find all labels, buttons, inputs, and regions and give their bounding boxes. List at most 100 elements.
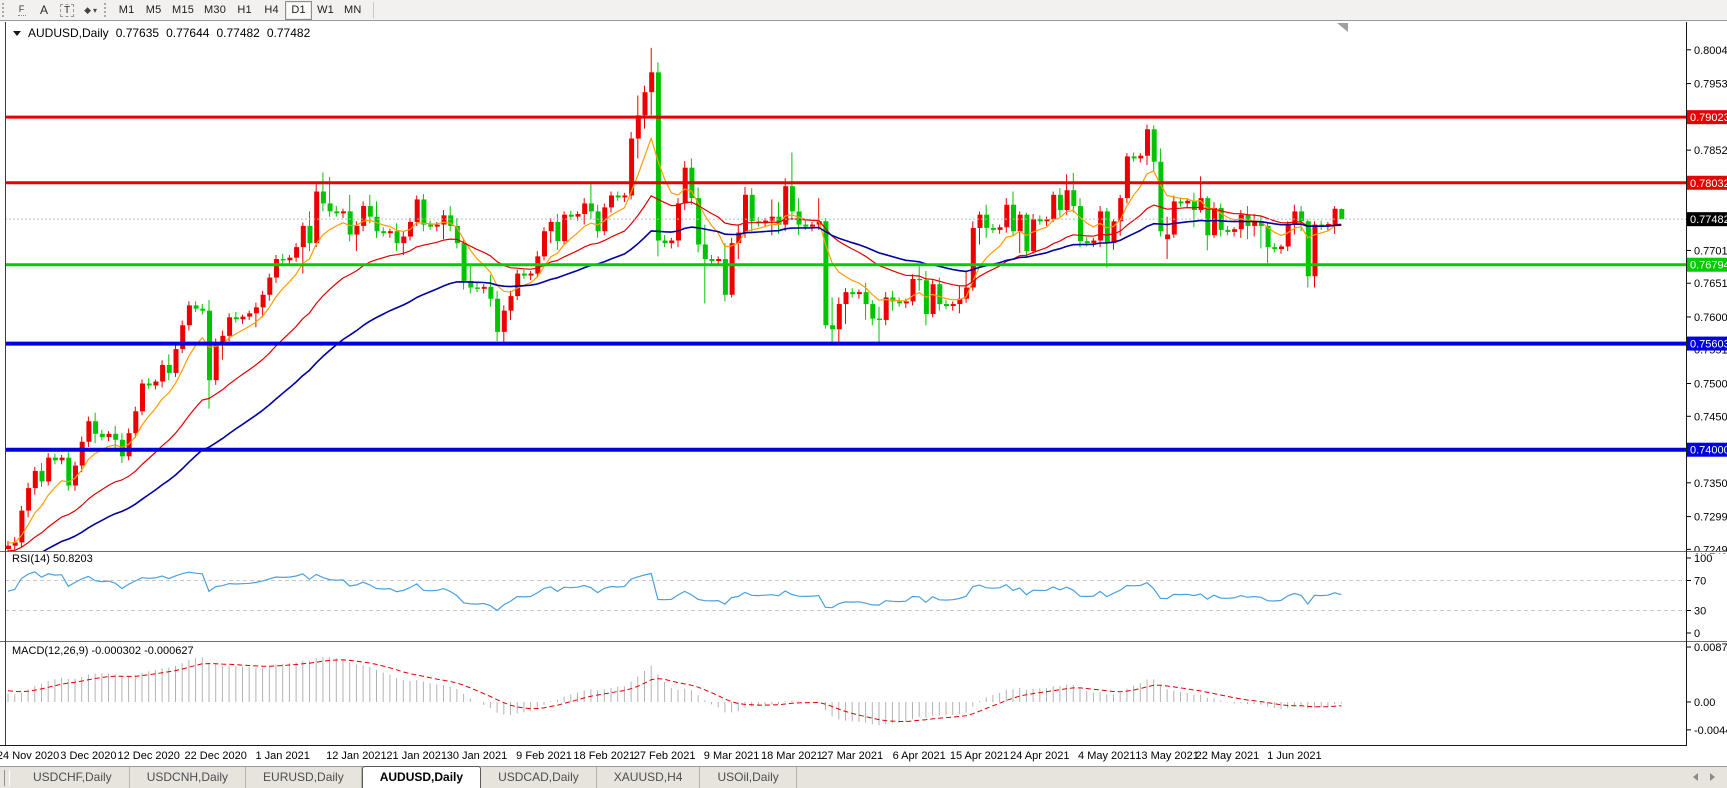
chart-menu-triangle-icon[interactable] [13,30,21,36]
rsi-indicator-label: RSI(14) 50.8203 [12,553,93,565]
svg-text:21 Jan 2021: 21 Jan 2021 [386,750,447,762]
macd-indicator-label: MACD(12,26,9) -0.000302 -0.000627 [12,645,194,657]
timeframe-h1-button[interactable]: H1 [237,4,252,16]
svg-text:0.008782: 0.008782 [1694,642,1727,654]
tab-usdchf-daily[interactable]: USDCHF,Daily [16,767,130,788]
timeframe-mn-button[interactable]: MN [344,4,362,16]
svg-text:0.77482: 0.77482 [1690,214,1727,226]
text-icon: A [39,3,48,17]
chart-symbol-period: AUDUSD,Daily [28,26,109,40]
svg-text:1 Jun 2021: 1 Jun 2021 [1267,750,1321,762]
svg-text:3 Dec 2020: 3 Dec 2020 [60,750,116,762]
timeframe-m5-button[interactable]: M5 [145,4,162,16]
tab-scroll-right-button[interactable] [1704,769,1721,785]
tab-usoil-daily[interactable]: USOil,Daily [700,767,797,788]
svg-text:4 May 2021: 4 May 2021 [1078,750,1135,762]
toolbar-grip [2,3,7,17]
svg-text:30: 30 [1694,606,1706,618]
svg-text:1 Jan 2021: 1 Jan 2021 [255,750,309,762]
candles-layer [6,47,1345,551]
toolbar-separator [372,2,374,18]
svg-text:0.76794: 0.76794 [1690,260,1727,272]
rsi-line [7,571,1342,612]
svg-text:9 Mar 2021: 9 Mar 2021 [704,750,760,762]
tab-audusd-daily[interactable]: AUDUSD,Daily [361,766,482,788]
tabbar-grip [4,770,10,786]
timeframe-m1-button[interactable]: M1 [118,4,135,16]
chevron-down-icon: ▾ [93,5,98,15]
chart-title: AUDUSD,Daily 0.77635 0.77644 0.77482 0.7… [13,26,317,40]
svg-text:0.78525: 0.78525 [1694,145,1727,157]
symbol-tab-bar: USDCHF,Daily USDCNH,Daily EURUSD,Daily A… [0,766,1727,788]
text-tool-button[interactable]: A [33,1,55,20]
svg-text:24 Apr 2021: 24 Apr 2021 [1010,750,1069,762]
svg-text:12 Jan 2021: 12 Jan 2021 [326,750,387,762]
right-arrow-icon [1710,773,1715,781]
svg-text:0.00: 0.00 [1694,697,1715,709]
svg-text:18 Feb 2021: 18 Feb 2021 [573,750,635,762]
svg-text:15 Apr 2021: 15 Apr 2021 [950,750,1009,762]
svg-text:30 Jan 2021: 30 Jan 2021 [447,750,508,762]
svg-text:0.75603: 0.75603 [1690,339,1727,351]
arrows-icon: ◆ [84,4,92,15]
tab-usdcnh-daily[interactable]: USDCNH,Daily [130,767,247,788]
fibonacci-tool-button[interactable]: F [11,1,33,20]
svg-text:0.72495: 0.72495 [1694,544,1727,556]
ohlc-high: 0.77644 [166,26,210,40]
svg-text:18 Mar 2021: 18 Mar 2021 [761,750,823,762]
svg-text:24 Nov 2020: 24 Nov 2020 [0,750,59,762]
tab-usdcad-daily[interactable]: USDCAD,Daily [481,767,597,788]
ma-fast-line [7,137,1342,544]
svg-text:0.74000: 0.74000 [1690,445,1727,457]
svg-text:70: 70 [1694,576,1706,588]
timeframe-h4-button[interactable]: H4 [264,4,279,16]
toolbar-grip [104,3,109,17]
ohlc-open: 0.77635 [115,26,160,40]
svg-text:27 Mar 2021: 27 Mar 2021 [821,750,883,762]
time-axis: 24 Nov 2020 3 Dec 2020 12 Dec 2020 22 Dec 2… [0,750,1322,762]
macd-pane [7,657,1342,726]
arrows-tool-button[interactable]: ◆ ▾ [79,1,102,20]
svg-text:22 Dec 2020: 22 Dec 2020 [185,750,247,762]
text-label-tool-button[interactable]: T [55,1,79,20]
svg-text:9 Feb 2021: 9 Feb 2021 [516,750,572,762]
ohlc-close: 0.77482 [266,26,311,40]
macd-signal-line [7,659,1342,722]
text-label-icon: T [60,3,75,17]
tab-xauusd-h4[interactable]: XAUUSD,H4 [597,767,701,788]
fibonacci-retracement-icon: F [17,4,27,16]
tab-eurusd-daily[interactable]: EURUSD,Daily [246,767,362,788]
timeframe-m15-button[interactable]: M15 [172,4,195,16]
svg-text:0: 0 [1694,628,1700,640]
tab-scroll-arrows [1687,766,1727,788]
svg-text:13 May 2021: 13 May 2021 [1135,750,1199,762]
timeframe-w1-button[interactable]: W1 [317,4,334,16]
svg-text:0.76005: 0.76005 [1694,312,1727,324]
svg-text:0.76515: 0.76515 [1694,278,1727,290]
svg-text:6 Apr 2021: 6 Apr 2021 [893,750,946,762]
main-price-pane [6,47,1686,553]
svg-text:12 Dec 2020: 12 Dec 2020 [118,750,180,762]
svg-text:27 Feb 2021: 27 Feb 2021 [634,750,696,762]
svg-text:0.78032: 0.78032 [1690,178,1727,190]
ma-slow-line [38,219,1342,553]
top-toolbar: F A T ◆ ▾ M1 M5 M15 M30 H1 H4 D1 W1 MN [0,0,1727,21]
ma-medium-line [7,195,1342,552]
svg-text:0.79023: 0.79023 [1690,112,1727,124]
left-arrow-icon [1693,773,1698,781]
tab-scroll-left-button[interactable] [1687,769,1704,785]
svg-text:0.74505: 0.74505 [1694,411,1727,423]
scroll-to-end-icon[interactable] [1337,23,1348,32]
timeframe-m30-button[interactable]: M30 [204,4,227,16]
svg-text:100: 100 [1694,553,1712,565]
timeframe-d1-button[interactable]: D1 [285,0,313,20]
